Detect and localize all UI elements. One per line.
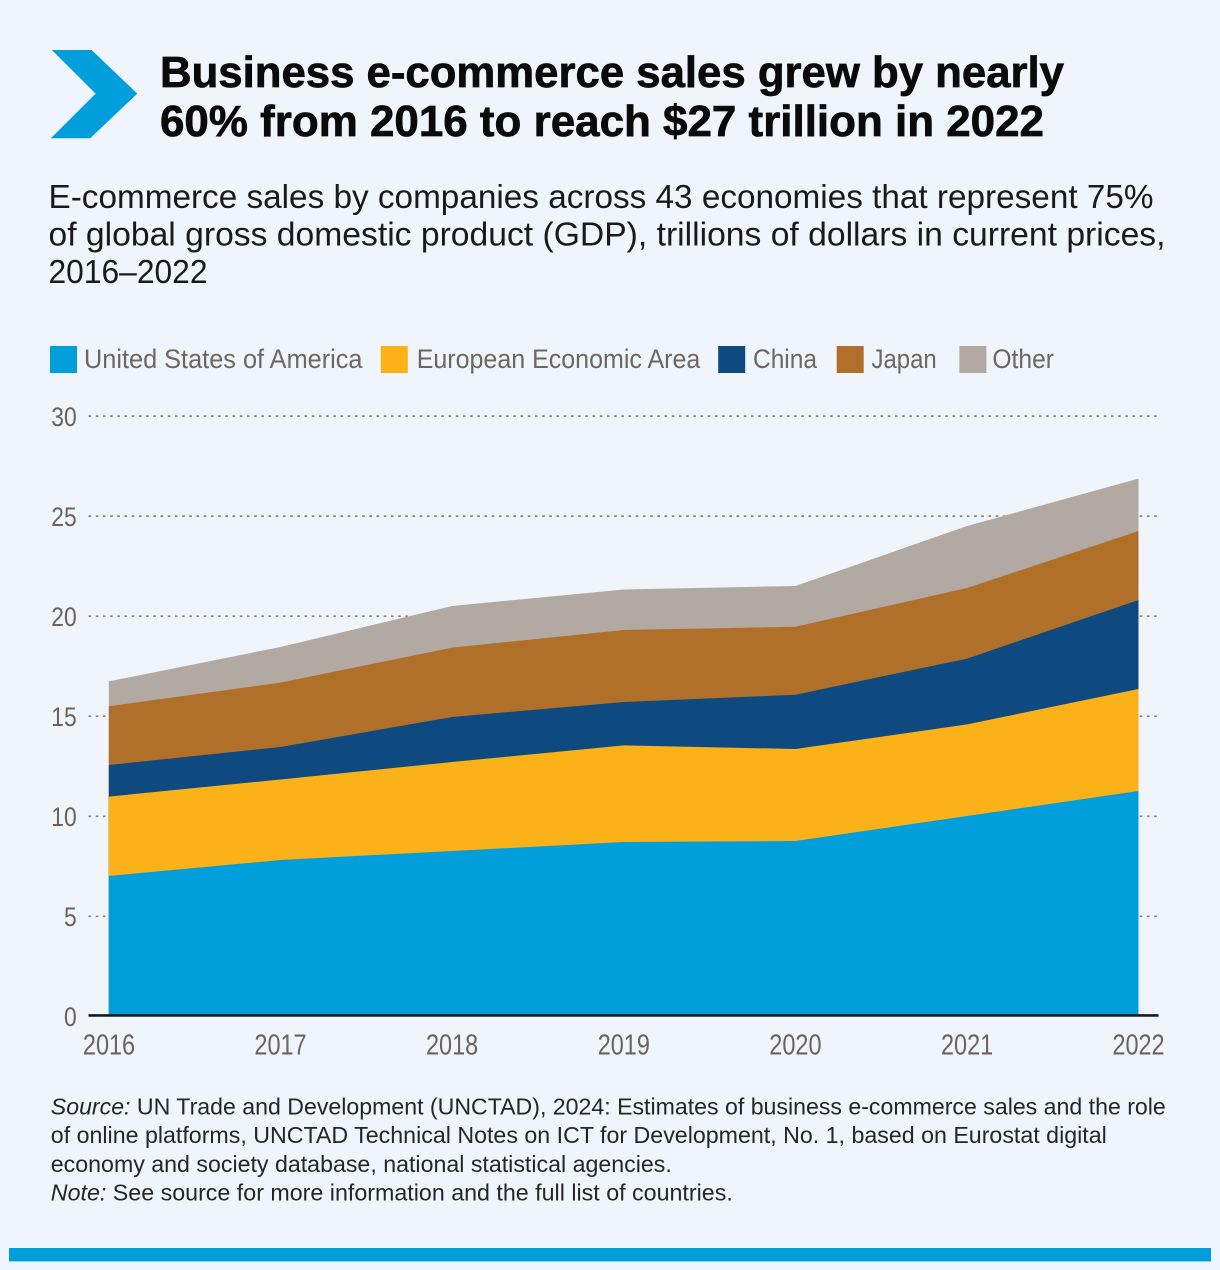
svg-text:E-commerce sales by companies: E-commerce sales by companies across 43 …: [49, 178, 1154, 215]
svg-text:2020: 2020: [769, 1030, 821, 1062]
svg-text:Japan: Japan: [872, 344, 937, 374]
svg-text:25: 25: [51, 502, 76, 532]
svg-text:Other: Other: [992, 344, 1054, 374]
svg-text:Source: UN Trade and Developme: Source: UN Trade and Development (UNCTAD…: [51, 1094, 1166, 1120]
svg-text:China: China: [753, 344, 818, 374]
svg-text:of online platforms, UNCTAD Te: of online platforms, UNCTAD Technical No…: [51, 1122, 1107, 1148]
svg-text:5: 5: [64, 902, 77, 932]
svg-text:2021: 2021: [941, 1030, 993, 1062]
svg-text:2016–2022: 2016–2022: [49, 253, 208, 290]
svg-text:2017: 2017: [254, 1030, 306, 1062]
svg-text:60% from 2016 to reach $27 tri: 60% from 2016 to reach $27 trillion in 2…: [160, 97, 1044, 146]
svg-text:2022: 2022: [1112, 1030, 1164, 1062]
svg-text:15: 15: [51, 702, 76, 732]
svg-text:20: 20: [51, 602, 76, 632]
svg-text:economy and society database,: economy and society database, national s…: [51, 1151, 672, 1177]
svg-text:0: 0: [64, 1002, 77, 1032]
svg-text:European Economic Area: European Economic Area: [417, 344, 701, 374]
svg-text:Note: See source for more info: Note: See source for more information an…: [51, 1180, 733, 1206]
svg-text:Business e-commerce sales grew: Business e-commerce sales grew by nearly: [160, 48, 1065, 97]
svg-text:of global gross domestic produ: of global gross domestic product (GDP), …: [49, 216, 1166, 253]
svg-text:United States of America: United States of America: [84, 344, 363, 374]
svg-text:2018: 2018: [426, 1030, 478, 1062]
svg-text:2016: 2016: [83, 1030, 135, 1062]
svg-text:2019: 2019: [598, 1030, 650, 1062]
svg-text:10: 10: [51, 802, 76, 832]
svg-text:30: 30: [51, 402, 76, 432]
